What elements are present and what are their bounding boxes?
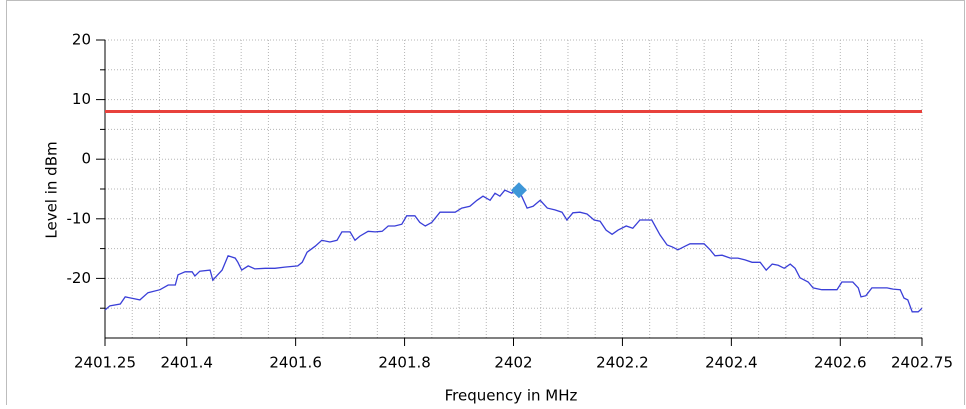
panel-frame (6, 0, 965, 409)
y-tick-label: -20 (67, 269, 92, 287)
y-tick-label: -10 (67, 209, 92, 227)
x-tick-label: 2402 (494, 354, 532, 372)
x-tick-label: 2402.4 (705, 354, 758, 372)
peak-marker (510, 182, 527, 199)
x-tick-label: 2401.6 (269, 354, 322, 372)
y-axis-label: Level in dBm (43, 141, 61, 238)
x-tick-label: 2401.4 (160, 354, 213, 372)
trace-line (104, 184, 923, 313)
x-tick-label: 2401.25 (74, 354, 136, 372)
x-tick-label: 2401.8 (378, 354, 431, 372)
x-axis-label: Frequency in MHz (445, 387, 578, 405)
y-tick-label: 10 (72, 90, 91, 108)
y-tick-label: 0 (81, 150, 91, 168)
x-tick-label: 2402.2 (596, 354, 649, 372)
y-tick-label: 20 (72, 31, 91, 49)
x-tick-label: 2402.6 (814, 354, 867, 372)
x-tick-label: 2402.75 (891, 354, 953, 372)
